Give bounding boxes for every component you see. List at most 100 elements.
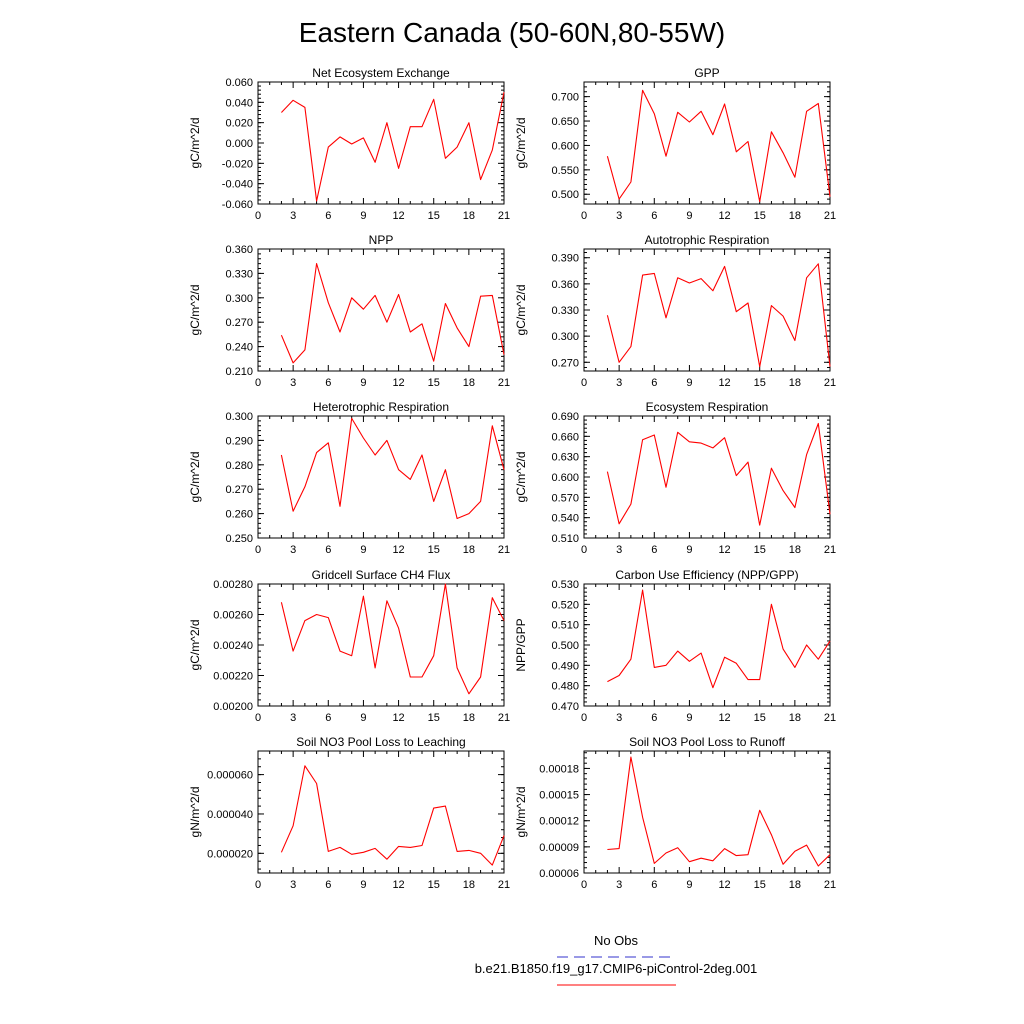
y-tick-label: 0.00009 <box>539 842 579 854</box>
x-tick-label: 12 <box>718 544 730 556</box>
x-tick-label: 3 <box>616 210 622 222</box>
chart-panel-5: Heterotrophic Respiration gC/m^2/d 0 3 6 9 12 1… <box>188 400 510 556</box>
x-tick-label: 18 <box>463 879 475 891</box>
x-tick-label: 15 <box>428 377 440 389</box>
x-tick-label: 0 <box>255 210 261 222</box>
x-tick-label: 21 <box>498 544 510 556</box>
x-tick-label: 0 <box>581 210 587 222</box>
y-tick-label: 0.650 <box>551 116 579 128</box>
y-tick-label: 0.020 <box>225 118 253 130</box>
x-tick-label: 21 <box>824 879 836 891</box>
x-tick-label: 18 <box>789 210 801 222</box>
y-tick-label: 0.300 <box>225 411 253 423</box>
x-tick-label: 12 <box>718 377 730 389</box>
x-tick-label: 18 <box>789 377 801 389</box>
x-tick-label: 18 <box>463 712 475 724</box>
y-tick-label: 0.330 <box>551 305 579 317</box>
panel-title: Ecosystem Respiration <box>646 400 769 414</box>
x-tick-label: 3 <box>616 377 622 389</box>
y-tick-label: 0.260 <box>225 509 253 521</box>
y-tick-label: 0.00006 <box>539 868 579 880</box>
panels-group: Net Ecosystem Exchange gC/m^2/d 0 3 6 9 12 15 18… <box>188 66 836 891</box>
y-axis-label: gC/m^2/d <box>188 118 202 169</box>
x-tick-label: 3 <box>290 712 296 724</box>
series-line-1 <box>606 263 831 368</box>
x-tick-label: 18 <box>789 712 801 724</box>
y-tick-label: 0.000020 <box>207 848 253 860</box>
panel-title: Gridcell Surface CH4 Flux <box>312 568 451 582</box>
x-tick-label: 9 <box>360 377 366 389</box>
x-tick-label: 0 <box>255 879 261 891</box>
legend: No Obs b.e21.B1850.f19_g17.CMIP6-piContro… <box>475 933 758 986</box>
x-tick-label: 15 <box>754 879 766 891</box>
x-tick-label: 15 <box>754 210 766 222</box>
y-tick-label: 0.00012 <box>539 816 579 828</box>
series-line-1 <box>280 263 505 364</box>
panel-title: NPP <box>369 233 394 247</box>
y-tick-label: 0.600 <box>551 140 579 152</box>
x-tick-label: 15 <box>428 712 440 724</box>
x-tick-label: 18 <box>463 377 475 389</box>
x-tick-label: 3 <box>290 210 296 222</box>
x-tick-label: 6 <box>651 210 657 222</box>
plot-frame <box>257 415 505 539</box>
y-tick-label: 0.360 <box>551 279 579 291</box>
x-tick-label: 9 <box>360 879 366 891</box>
chart-panel-4: Autotrophic Respiration gC/m^2/d 0 3 6 9 12 15 1… <box>514 233 836 389</box>
x-tick-label: 21 <box>824 377 836 389</box>
y-tick-label: 0.570 <box>551 492 579 504</box>
x-tick-label: 21 <box>498 879 510 891</box>
chart-panel-7: Gridcell Surface CH4 Flux gC/m^2/d 0 3 6 9 12 1… <box>188 568 510 724</box>
y-axis-label: gC/m^2/d <box>188 452 202 503</box>
legend-entry-label-2: b.e21.B1850.f19_g17.CMIP6-piControl-2deg… <box>475 961 758 976</box>
x-tick-label: 6 <box>651 377 657 389</box>
y-tick-label: 0.270 <box>225 317 253 329</box>
plot-frame <box>257 248 505 372</box>
y-tick-label: -0.060 <box>222 199 253 211</box>
x-tick-label: 21 <box>498 210 510 222</box>
x-tick-label: 9 <box>686 210 692 222</box>
y-tick-label: 0.660 <box>551 431 579 443</box>
plot-frame <box>583 583 831 707</box>
x-tick-label: 9 <box>360 210 366 222</box>
series-line-1 <box>280 583 505 695</box>
y-tick-label: 0.00240 <box>213 640 253 652</box>
y-tick-label: 0.480 <box>551 681 579 693</box>
y-axis-label: gC/m^2/d <box>188 285 202 336</box>
x-tick-label: 0 <box>255 544 261 556</box>
plot-frame <box>583 248 831 372</box>
x-tick-label: 3 <box>616 879 622 891</box>
x-tick-label: 15 <box>754 712 766 724</box>
x-tick-label: 18 <box>789 879 801 891</box>
series-line-1 <box>606 89 831 203</box>
panel-title: Soil NO3 Pool Loss to Runoff <box>629 735 786 749</box>
y-tick-label: 0.690 <box>551 411 579 423</box>
y-tick-label: 0.630 <box>551 452 579 464</box>
series-line-1 <box>280 765 505 866</box>
y-tick-label: 0.300 <box>225 293 253 305</box>
x-tick-label: 3 <box>290 879 296 891</box>
x-tick-label: 21 <box>498 377 510 389</box>
chart-panel-8: Carbon Use Efficiency (NPP/GPP) NPP/GPP 0 3… <box>514 568 836 724</box>
y-tick-label: 0.280 <box>225 460 253 472</box>
plot-frame <box>583 415 831 539</box>
x-tick-label: 0 <box>581 879 587 891</box>
y-axis-label: gN/m^2/d <box>188 787 202 838</box>
chart-panel-1: Net Ecosystem Exchange gC/m^2/d 0 3 6 9 12 15 18… <box>188 66 510 222</box>
x-tick-label: 12 <box>718 879 730 891</box>
x-tick-label: 0 <box>581 544 587 556</box>
y-axis-label: NPP/GPP <box>514 618 528 671</box>
x-tick-label: 15 <box>754 544 766 556</box>
x-tick-label: 6 <box>651 712 657 724</box>
x-tick-label: 9 <box>686 377 692 389</box>
x-tick-label: 12 <box>392 210 404 222</box>
y-axis-label: gC/m^2/d <box>514 118 528 169</box>
y-tick-label: 0.000 <box>225 138 253 150</box>
y-tick-label: 0.540 <box>551 513 579 525</box>
y-axis-label: gN/m^2/d <box>514 787 528 838</box>
x-tick-label: 0 <box>255 712 261 724</box>
y-tick-label: 0.00015 <box>539 790 579 802</box>
x-tick-label: 6 <box>325 712 331 724</box>
x-tick-label: 12 <box>392 879 404 891</box>
